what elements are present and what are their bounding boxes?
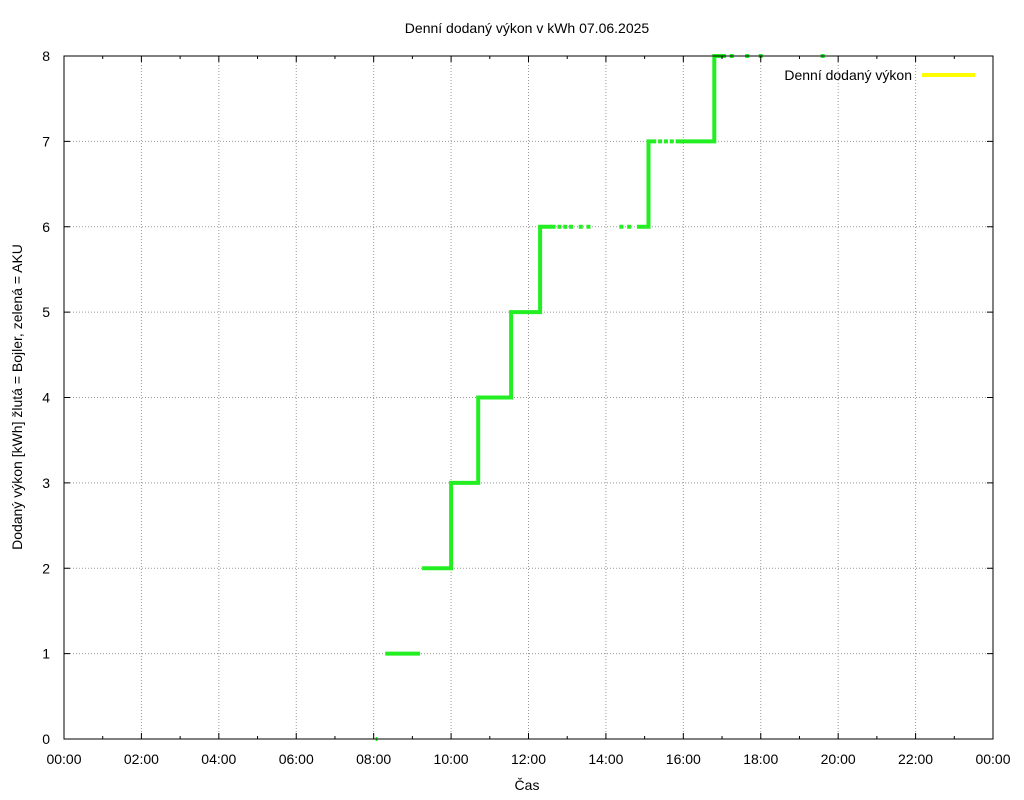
- x-tick-label: 10:00: [434, 751, 469, 767]
- y-tick-label: 1: [42, 646, 50, 662]
- grid: [64, 56, 993, 739]
- series-line-segment: [636, 139, 657, 229]
- x-tick-label: 00:00: [975, 751, 1010, 767]
- y-tick-label: 7: [42, 133, 50, 149]
- x-axis-label: Čas: [515, 777, 540, 793]
- x-tick-label: 16:00: [666, 751, 701, 767]
- x-tick-label: 06:00: [279, 751, 314, 767]
- y-axis-label: Dodaný výkon [kWh] žlutá = Bojler, zelen…: [9, 244, 25, 550]
- x-tick-label: 02:00: [124, 751, 159, 767]
- series-line-segment: [422, 224, 556, 571]
- y-tick-label: 0: [42, 731, 50, 747]
- legend-entry-label: Denní dodaný výkon: [784, 67, 912, 83]
- series-layer: [375, 54, 825, 741]
- ticks: 00:00 02:00 04:00 06:00 08:00 10:00 12:00 14:00…: [42, 48, 1011, 767]
- y-tick-label: 6: [42, 219, 50, 235]
- chart-title: Denní dodaný výkon v kWh 07.06.2025: [405, 20, 650, 36]
- y-tick-label: 3: [42, 475, 50, 491]
- x-tick-label: 12:00: [511, 751, 546, 767]
- x-tick-label: 18:00: [743, 751, 778, 767]
- y-tick-label: 8: [42, 48, 50, 64]
- x-tick-label: 14:00: [588, 751, 623, 767]
- x-tick-label: 20:00: [821, 751, 856, 767]
- x-tick-label: 08:00: [356, 751, 391, 767]
- y-tick-label: 4: [42, 390, 50, 406]
- x-tick-label: 04:00: [201, 751, 236, 767]
- y-tick-label: 5: [42, 304, 50, 320]
- x-tick-label: 00:00: [46, 751, 81, 767]
- legend: Denní dodaný výkon: [784, 67, 975, 83]
- y-tick-label: 2: [42, 560, 50, 576]
- x-tick-label: 22:00: [898, 751, 933, 767]
